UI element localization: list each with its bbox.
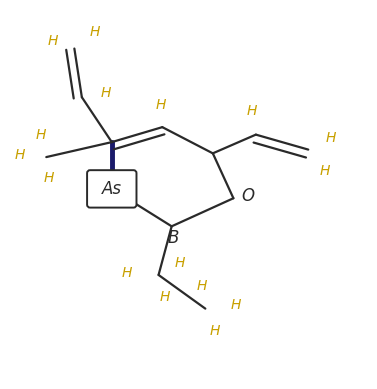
Text: H: H bbox=[320, 164, 330, 178]
Text: H: H bbox=[231, 298, 241, 312]
Text: H: H bbox=[48, 34, 58, 48]
Text: H: H bbox=[160, 291, 170, 305]
Text: H: H bbox=[14, 148, 25, 162]
Text: H: H bbox=[101, 86, 111, 100]
Text: H: H bbox=[155, 98, 166, 112]
Text: H: H bbox=[90, 25, 100, 39]
Text: B: B bbox=[167, 228, 178, 247]
Text: H: H bbox=[121, 266, 132, 280]
Text: H: H bbox=[35, 128, 46, 142]
Text: H: H bbox=[196, 279, 207, 293]
Text: H: H bbox=[44, 171, 55, 185]
FancyBboxPatch shape bbox=[87, 170, 136, 208]
Text: O: O bbox=[241, 187, 254, 205]
Text: H: H bbox=[325, 131, 336, 145]
Text: H: H bbox=[210, 324, 220, 338]
Text: H: H bbox=[247, 104, 257, 118]
Text: H: H bbox=[175, 256, 185, 270]
Text: As: As bbox=[102, 180, 122, 198]
